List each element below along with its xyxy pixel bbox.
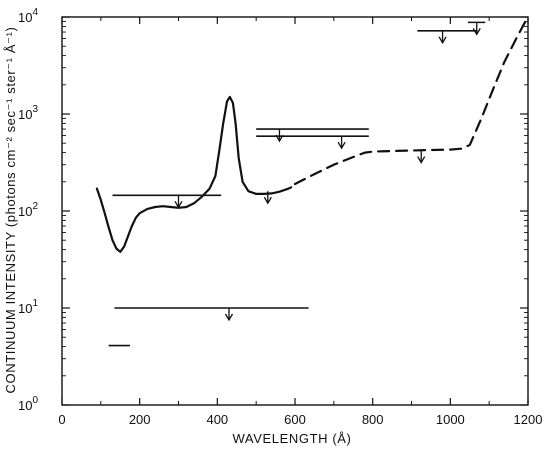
upper-limit-arrowhead xyxy=(224,313,234,322)
y-tick-label: 104 xyxy=(18,7,38,25)
solid-curve xyxy=(95,95,293,253)
upper-limit-arrowhead xyxy=(337,141,346,150)
x-tick-label: 800 xyxy=(362,412,384,427)
dashed-curve xyxy=(293,15,530,186)
x-tick-label: 1000 xyxy=(436,412,465,427)
chart-marks xyxy=(95,15,530,347)
plot-area-border xyxy=(61,16,529,406)
upper-limit-arrowhead xyxy=(438,36,447,45)
x-tick-label: 1200 xyxy=(514,412,543,427)
x-tick-label: 600 xyxy=(284,412,306,427)
y-tick-label: 102 xyxy=(18,201,38,219)
y-tick-label: 101 xyxy=(18,298,38,316)
upper-limit-arrowhead xyxy=(417,156,426,164)
y-tick-label: 103 xyxy=(18,104,38,122)
tick-labels: 0 200 400 600 800 1000 1200 100 101 102 103 104 xyxy=(18,7,542,427)
upper-limit-arrowhead xyxy=(263,196,272,205)
x-tick-label: 200 xyxy=(129,412,151,427)
y-axis-label: CONTINUUM INTENSITY (photons cm⁻² sec⁻¹ … xyxy=(3,27,18,394)
axis-ticks xyxy=(61,16,529,406)
upper-limit-arrowhead xyxy=(174,201,183,209)
x-tick-label: 400 xyxy=(206,412,228,427)
x-axis-label: WAVELENGTH (Å) xyxy=(233,431,352,446)
plot-frame xyxy=(61,16,529,406)
upper-limit-arrowhead xyxy=(472,28,481,36)
x-tick-label: 0 xyxy=(58,412,65,427)
y-tick-label: 100 xyxy=(18,395,38,413)
